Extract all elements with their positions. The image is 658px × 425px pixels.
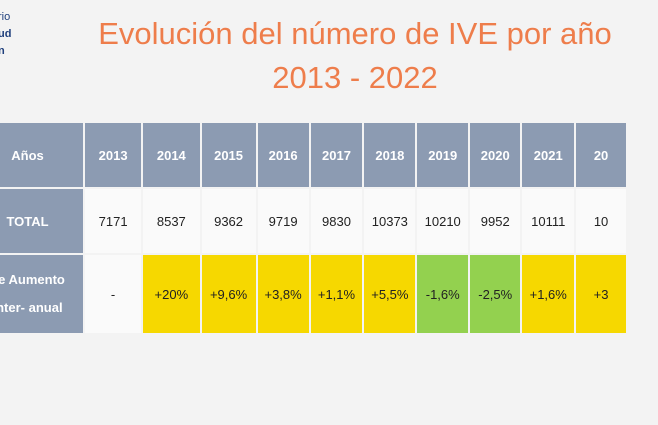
subtitle: 2013 - 2022 [272,60,438,95]
cell: 2014 [143,123,200,187]
logo-text: n [0,45,5,57]
cell: 2018 [364,123,416,187]
cell: 2020 [470,123,521,187]
cell: 2013 [85,123,142,187]
cell: 2021 [522,123,575,187]
cell: 9952 [470,189,521,253]
cell: +5,5% [364,255,416,333]
cell: 2017 [310,123,363,187]
cell: +20% [143,255,200,333]
cell: +9,6% [201,255,256,333]
cell: 7171 [85,189,142,253]
cell: -1,6% [417,255,469,333]
data-table: Años 2013 2014 2015 2016 2017 2018 2019 … [0,121,628,335]
cell: 2015 [201,123,256,187]
cell: +1,1% [310,255,363,333]
cell: de Aumento inter- anual [0,255,84,333]
cell: Años [0,123,84,187]
cell: -2,5% [470,255,521,333]
cell: - [85,255,142,333]
cell: 10 [576,189,626,253]
cell-line: inter- anual [0,300,63,315]
cell: 9830 [310,189,363,253]
cell: 2016 [257,123,309,187]
total-row: TOTAL 7171 8537 9362 9719 9830 10373 102… [0,189,626,253]
cell: +1,6% [522,255,575,333]
growth-row: de Aumento inter- anual - +20% +9,6% +3,8… [0,255,626,333]
cell: 10111 [522,189,575,253]
cell: +3 [576,255,626,333]
cell: 20 [576,123,626,187]
cell: +3,8% [257,255,309,333]
cell: 9719 [257,189,309,253]
cell: 8537 [143,189,200,253]
cell: 9362 [201,189,256,253]
logo-text: ud [0,28,12,40]
cell: 10373 [364,189,416,253]
logo-text: rio [0,11,11,23]
cell: TOTAL [0,189,84,253]
cell: 2019 [417,123,469,187]
header-row: Años 2013 2014 2015 2016 2017 2018 2019 … [0,123,626,187]
title: Evolución del número de IVE por año [98,16,612,51]
cell-line: de Aumento [0,272,65,287]
cell: 10210 [417,189,469,253]
